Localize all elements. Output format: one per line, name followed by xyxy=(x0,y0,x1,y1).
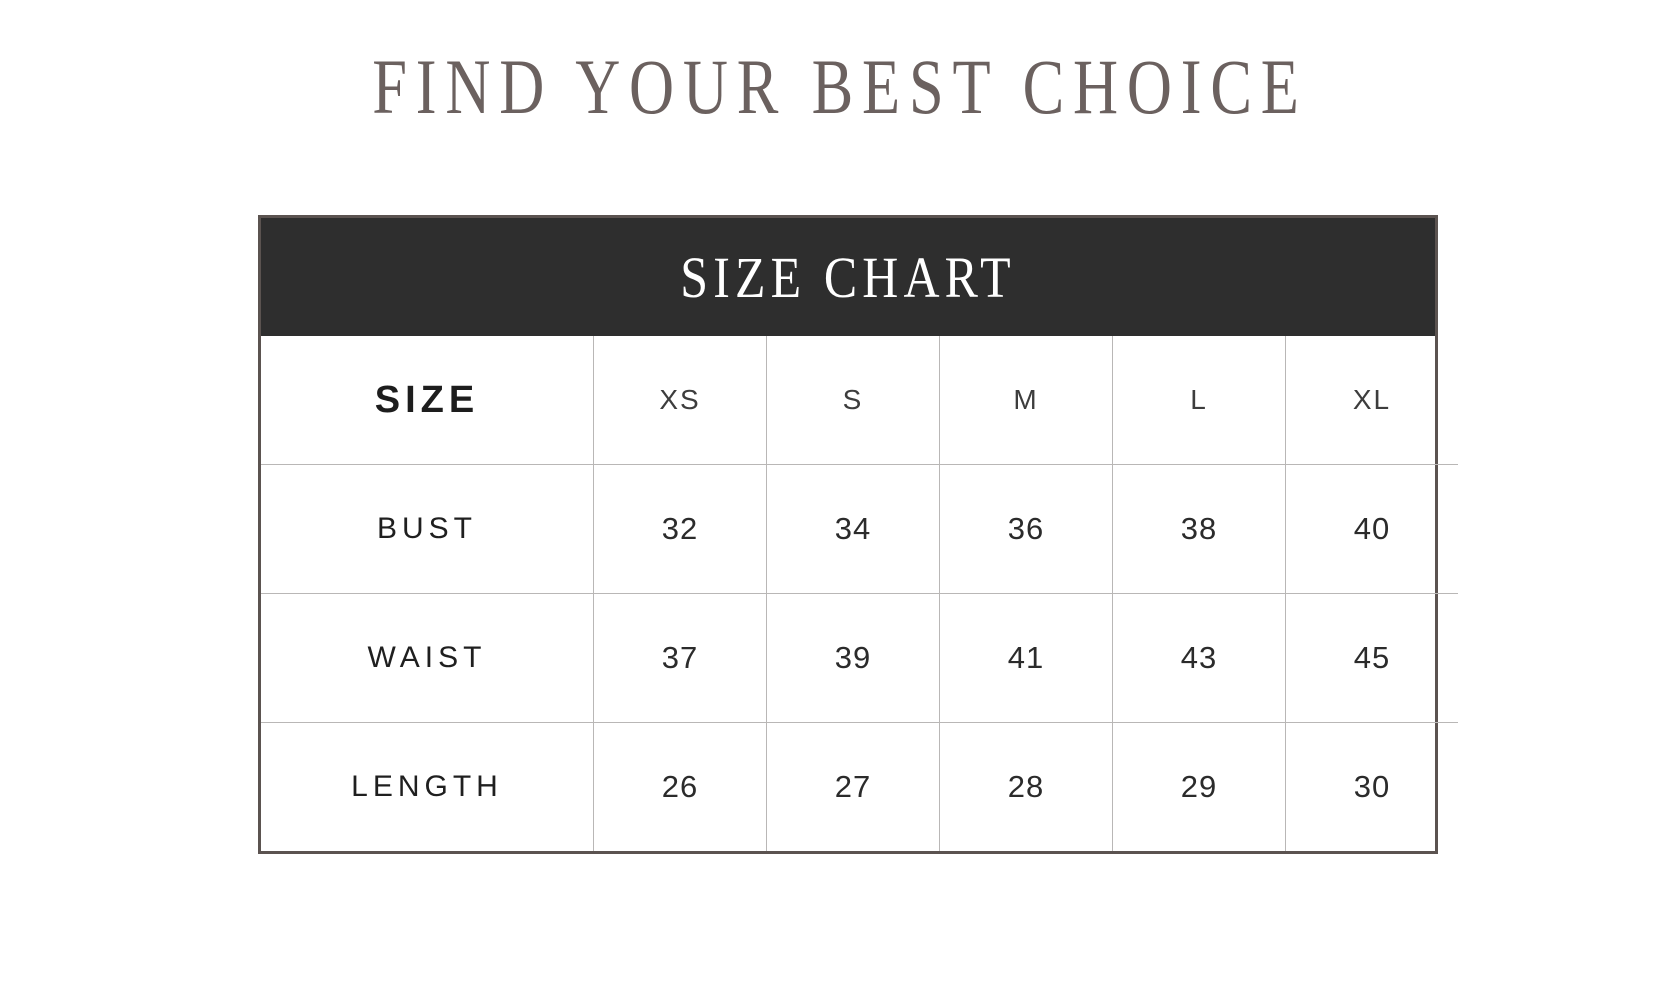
cell-waist-l: 43 xyxy=(1112,593,1286,723)
value-waist-s: 39 xyxy=(834,640,872,675)
row-label-bust: BUST xyxy=(376,512,477,545)
value-length-l: 29 xyxy=(1180,769,1218,804)
cell-waist-m: 41 xyxy=(939,593,1113,723)
table-row: BUST 32 34 36 38 40 xyxy=(261,464,1458,594)
value-length-xl: 30 xyxy=(1353,769,1391,804)
size-chart-title-bar: SIZE CHART xyxy=(261,218,1435,336)
size-chart-table: SIZE XS S M L XL xyxy=(261,336,1458,851)
cell-bust-l: 38 xyxy=(1112,464,1286,594)
row-label-waist: WAIST xyxy=(367,641,487,674)
cell-waist-xs: 37 xyxy=(593,593,767,723)
cell-bust-xl: 40 xyxy=(1285,464,1458,594)
header-label-size: SIZE xyxy=(374,378,480,421)
value-length-xs: 26 xyxy=(661,769,699,804)
column-header-s: S xyxy=(842,384,864,415)
cell-length-m: 28 xyxy=(939,722,1113,851)
size-chart-title: SIZE CHART xyxy=(680,244,1016,310)
value-bust-xs: 32 xyxy=(661,511,699,546)
value-bust-s: 34 xyxy=(834,511,872,546)
cell-length-s: 27 xyxy=(766,722,940,851)
cell-bust-m: 36 xyxy=(939,464,1113,594)
header-cell-xl: XL xyxy=(1285,336,1458,465)
cell-length-xl: 30 xyxy=(1285,722,1458,851)
value-waist-xl: 45 xyxy=(1353,640,1391,675)
header-cell-m: M xyxy=(939,336,1113,465)
value-bust-m: 36 xyxy=(1007,511,1045,546)
table-row: LENGTH 26 27 28 29 30 xyxy=(261,722,1458,851)
column-header-xl: XL xyxy=(1352,384,1392,415)
header-cell-xs: XS xyxy=(593,336,767,465)
column-header-m: M xyxy=(1013,384,1039,415)
row-label-cell-waist: WAIST xyxy=(261,593,594,723)
cell-waist-xl: 45 xyxy=(1285,593,1458,723)
row-label-cell-length: LENGTH xyxy=(261,722,594,851)
value-length-s: 27 xyxy=(834,769,872,804)
header-cell-l: L xyxy=(1112,336,1286,465)
value-length-m: 28 xyxy=(1007,769,1045,804)
value-bust-xl: 40 xyxy=(1353,511,1391,546)
row-label-cell-bust: BUST xyxy=(261,464,594,594)
header-cell-size: SIZE xyxy=(261,336,594,465)
cell-bust-xs: 32 xyxy=(593,464,767,594)
column-header-xs: XS xyxy=(659,384,701,415)
value-waist-l: 43 xyxy=(1180,640,1218,675)
size-chart-frame: SIZE CHART SIZE XS S M xyxy=(258,215,1458,854)
table-row: WAIST 37 39 41 43 45 xyxy=(261,593,1458,723)
row-label-length: LENGTH xyxy=(351,770,503,803)
cell-length-xs: 26 xyxy=(593,722,767,851)
cell-waist-s: 39 xyxy=(766,593,940,723)
column-header-l: L xyxy=(1190,384,1208,415)
cell-length-l: 29 xyxy=(1112,722,1286,851)
value-waist-m: 41 xyxy=(1007,640,1045,675)
table-header-row: SIZE XS S M L XL xyxy=(261,336,1458,465)
page-headline: FIND YOUR BEST CHOICE xyxy=(372,43,1308,130)
header-cell-s: S xyxy=(766,336,940,465)
value-waist-xs: 37 xyxy=(661,640,699,675)
value-bust-l: 38 xyxy=(1180,511,1218,546)
cell-bust-s: 34 xyxy=(766,464,940,594)
